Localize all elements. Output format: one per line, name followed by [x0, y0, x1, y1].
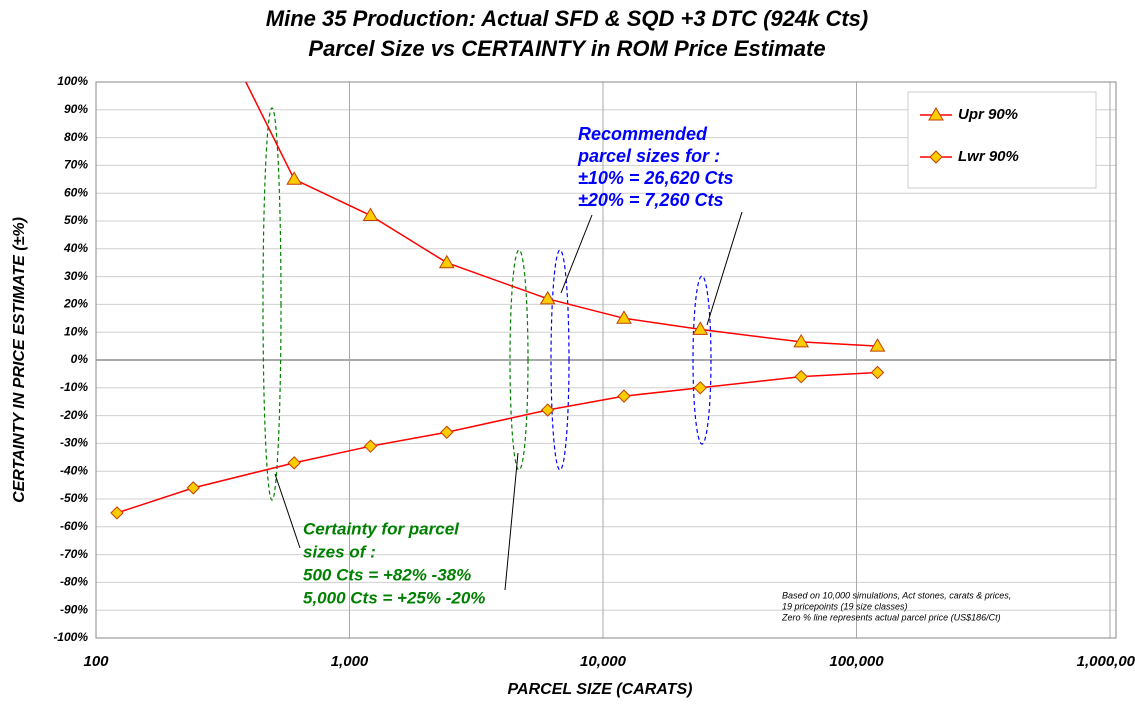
data-point [186, 481, 201, 495]
x-axis-label: PARCEL SIZE (CARATS) [508, 681, 693, 698]
legend-label: Upr 90% [958, 106, 1018, 123]
data-point [616, 310, 632, 324]
data-point [793, 333, 810, 348]
x-tick-label: 100 [83, 653, 109, 670]
y-tick-label: 30% [64, 269, 88, 283]
data-point [870, 365, 885, 380]
y-tick-label: 90% [64, 102, 88, 116]
data-point [869, 338, 886, 352]
x-tick-label: 10,000 [580, 653, 627, 670]
highlight-ellipse [509, 249, 529, 471]
legend-marker [928, 107, 944, 121]
y-tick-label: -100% [53, 630, 88, 644]
data-point [692, 321, 709, 335]
annotation: Certainty for parcel [303, 519, 460, 538]
highlight-ellipse [692, 275, 712, 445]
annotation: ±20% = 7,260 Cts [578, 190, 723, 210]
y-tick-label: 20% [63, 297, 88, 311]
y-tick-label: -80% [60, 575, 88, 589]
y-tick-label: -50% [60, 491, 88, 505]
annotation: ±10% = 26,620 Cts [578, 168, 733, 188]
legend-box [907, 91, 1097, 189]
chart-subtitle: Parcel Size vs CERTAINTY in ROM Price Es… [308, 36, 825, 61]
data-point [287, 456, 301, 470]
y-tick-label: -60% [60, 519, 88, 533]
data-point [540, 403, 555, 417]
x-tick-label: 100,000 [829, 653, 884, 670]
y-tick-label: 50% [64, 213, 88, 227]
arrow [560, 214, 593, 294]
y-tick-label: 0% [71, 352, 89, 366]
footnote: 19 pricepoints (19 size classes) [782, 601, 908, 611]
y-tick-label: -10% [60, 380, 88, 394]
x-tick-label: 1,000 [331, 653, 369, 670]
legend-label: Lwr 90% [958, 148, 1019, 165]
y-axis-label: CERTAINTY IN PRICE ESTIMATE (±%) [11, 217, 28, 503]
annotation: 5,000 Cts = +25% -20% [303, 588, 485, 607]
series-line [116, 371, 878, 514]
arrow [504, 452, 519, 591]
highlight-ellipse [550, 249, 570, 471]
y-tick-label: -20% [60, 408, 88, 422]
y-tick-label: -70% [60, 547, 88, 561]
y-tick-label: 70% [64, 158, 88, 172]
y-tick-label: 10% [64, 324, 88, 338]
arrow [706, 211, 743, 326]
y-tick-label: 60% [64, 185, 88, 199]
y-tick-label: 40% [63, 241, 88, 255]
y-tick-label: -40% [60, 463, 88, 477]
x-tick-label: 1,000,000 [1077, 653, 1135, 670]
y-tick-label: 100% [57, 74, 88, 88]
data-point [693, 381, 708, 395]
data-point [363, 439, 378, 453]
annotation: parcel sizes for : [577, 146, 720, 166]
data-point [362, 207, 379, 221]
chart-title: Mine 35 Production: Actual SFD & SQD +3 … [266, 6, 868, 31]
highlight-ellipse [262, 107, 282, 501]
data-point [539, 290, 556, 305]
footnote: Zero % line represents actual parcel pri… [781, 612, 1001, 622]
data-point [286, 171, 303, 185]
y-tick-label: -90% [60, 602, 88, 616]
annotation: Recommended [578, 124, 708, 144]
legend-marker [929, 150, 943, 164]
data-point [440, 425, 454, 439]
y-tick-label: 80% [64, 130, 88, 144]
data-point [438, 254, 455, 269]
plot-frame [95, 81, 1117, 639]
annotation: 500 Cts = +82% -38% [303, 565, 471, 584]
arrow [274, 473, 301, 549]
data-point [110, 506, 124, 520]
y-tick-label: -30% [60, 436, 88, 450]
data-point [794, 369, 808, 384]
annotation: sizes of : [303, 542, 376, 561]
footnote: Based on 10,000 simulations, Act stones,… [782, 590, 1011, 600]
data-point [617, 389, 631, 403]
